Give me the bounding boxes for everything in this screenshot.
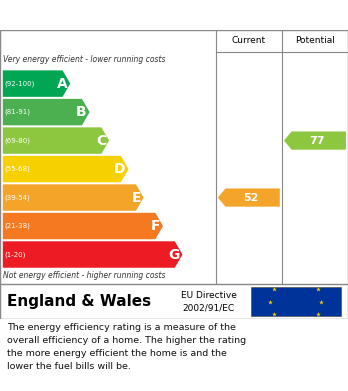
- Text: G: G: [168, 248, 180, 262]
- Polygon shape: [3, 99, 90, 126]
- Text: E: E: [131, 190, 141, 204]
- Text: 52: 52: [244, 192, 259, 203]
- Polygon shape: [3, 70, 70, 97]
- Polygon shape: [218, 188, 280, 207]
- Text: Potential: Potential: [295, 36, 335, 45]
- Text: The energy efficiency rating is a measure of the
overall efficiency of a home. T: The energy efficiency rating is a measur…: [7, 323, 246, 371]
- Text: EU Directive
2002/91/EC: EU Directive 2002/91/EC: [181, 291, 237, 312]
- Text: Current: Current: [232, 36, 266, 45]
- Bar: [251, 287, 341, 316]
- Text: England & Wales: England & Wales: [7, 294, 151, 309]
- Text: Very energy efficient - lower running costs: Very energy efficient - lower running co…: [3, 55, 166, 64]
- Text: C: C: [96, 134, 106, 147]
- Polygon shape: [3, 184, 144, 211]
- Text: F: F: [151, 219, 160, 233]
- Text: (81-91): (81-91): [5, 109, 31, 115]
- Text: (39-54): (39-54): [5, 194, 30, 201]
- Polygon shape: [3, 213, 163, 239]
- Text: D: D: [114, 162, 126, 176]
- Polygon shape: [3, 127, 109, 154]
- Polygon shape: [3, 156, 128, 182]
- Text: 77: 77: [309, 136, 325, 145]
- Text: (55-68): (55-68): [5, 166, 30, 172]
- Polygon shape: [3, 241, 182, 268]
- Text: B: B: [76, 105, 87, 119]
- Text: (21-38): (21-38): [5, 223, 30, 229]
- Text: (1-20): (1-20): [5, 251, 26, 258]
- Text: Energy Efficiency Rating: Energy Efficiency Rating: [7, 8, 198, 22]
- Text: (69-80): (69-80): [5, 137, 31, 144]
- Text: (92-100): (92-100): [5, 81, 35, 87]
- Text: A: A: [57, 77, 68, 91]
- Text: Not energy efficient - higher running costs: Not energy efficient - higher running co…: [3, 271, 166, 280]
- Polygon shape: [284, 131, 346, 150]
